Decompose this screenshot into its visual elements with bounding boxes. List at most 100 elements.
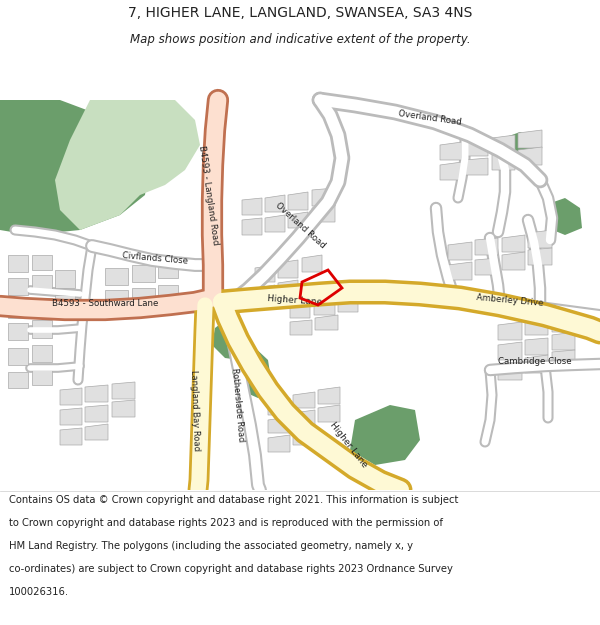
Polygon shape — [440, 162, 462, 180]
Polygon shape — [8, 348, 28, 365]
Polygon shape — [8, 323, 28, 340]
Polygon shape — [32, 320, 52, 338]
Polygon shape — [518, 130, 542, 148]
Polygon shape — [312, 188, 335, 206]
Polygon shape — [288, 212, 308, 228]
Text: HM Land Registry. The polygons (including the associated geometry, namely x, y: HM Land Registry. The polygons (includin… — [9, 541, 413, 551]
Polygon shape — [290, 302, 310, 318]
Polygon shape — [498, 362, 522, 380]
Text: B4593 - Southward Lane: B4593 - Southward Lane — [52, 299, 158, 308]
Polygon shape — [60, 428, 82, 445]
Polygon shape — [0, 100, 150, 235]
Polygon shape — [32, 255, 52, 270]
Polygon shape — [32, 298, 52, 315]
Text: 7, HIGHER LANE, LANGLAND, SWANSEA, SA3 4NS: 7, HIGHER LANE, LANGLAND, SWANSEA, SA3 4… — [128, 6, 472, 19]
Polygon shape — [55, 270, 75, 288]
Polygon shape — [278, 260, 298, 278]
Polygon shape — [278, 280, 298, 298]
Text: Higher Lane: Higher Lane — [267, 294, 323, 306]
Polygon shape — [525, 338, 548, 355]
Polygon shape — [32, 370, 52, 385]
Polygon shape — [290, 320, 312, 335]
Polygon shape — [502, 252, 525, 270]
Text: B4593 - Langland Road: B4593 - Langland Road — [197, 144, 220, 246]
Polygon shape — [85, 405, 108, 422]
Polygon shape — [502, 235, 525, 252]
Text: Langland Bay Road: Langland Bay Road — [189, 369, 201, 451]
Polygon shape — [112, 400, 135, 417]
Polygon shape — [265, 195, 285, 212]
Polygon shape — [255, 285, 275, 302]
Polygon shape — [552, 315, 575, 332]
Polygon shape — [448, 242, 472, 260]
Polygon shape — [552, 350, 575, 368]
Text: to Crown copyright and database rights 2023 and is reproduced with the permissio: to Crown copyright and database rights 2… — [9, 518, 443, 528]
Polygon shape — [465, 138, 488, 156]
Polygon shape — [242, 198, 262, 215]
Polygon shape — [32, 345, 52, 362]
Polygon shape — [212, 318, 250, 360]
Text: Higher Lane: Higher Lane — [328, 421, 368, 469]
Polygon shape — [525, 355, 548, 373]
Polygon shape — [105, 268, 128, 285]
Text: Amberley Drive: Amberley Drive — [476, 292, 544, 308]
Polygon shape — [465, 158, 488, 175]
Polygon shape — [265, 215, 285, 232]
Polygon shape — [8, 300, 28, 318]
Polygon shape — [55, 100, 200, 230]
Polygon shape — [85, 424, 108, 440]
Text: Cambridge Close: Cambridge Close — [498, 357, 572, 366]
Text: Rotherslade Road: Rotherslade Road — [230, 368, 246, 442]
Polygon shape — [475, 258, 498, 275]
Polygon shape — [552, 332, 575, 350]
Polygon shape — [158, 262, 178, 278]
Polygon shape — [32, 275, 52, 292]
Polygon shape — [475, 238, 498, 255]
Polygon shape — [255, 265, 275, 282]
Polygon shape — [528, 248, 552, 265]
Polygon shape — [132, 288, 155, 305]
Polygon shape — [132, 265, 155, 282]
Polygon shape — [338, 295, 358, 312]
Polygon shape — [440, 142, 462, 160]
Polygon shape — [288, 192, 308, 210]
Polygon shape — [492, 135, 515, 153]
Polygon shape — [302, 255, 322, 272]
Polygon shape — [315, 315, 338, 330]
Polygon shape — [492, 153, 515, 170]
Polygon shape — [158, 285, 178, 302]
Polygon shape — [293, 392, 315, 408]
Polygon shape — [293, 410, 315, 427]
Polygon shape — [314, 298, 335, 315]
Polygon shape — [242, 218, 262, 235]
Polygon shape — [112, 382, 135, 399]
Text: Overland Road: Overland Road — [398, 109, 462, 127]
Polygon shape — [268, 435, 290, 452]
Polygon shape — [518, 147, 542, 165]
Polygon shape — [60, 388, 82, 405]
Text: Overland Road: Overland Road — [274, 201, 326, 249]
Text: Contains OS data © Crown copyright and database right 2021. This information is : Contains OS data © Crown copyright and d… — [9, 496, 458, 506]
Polygon shape — [312, 205, 335, 222]
Polygon shape — [60, 408, 82, 425]
Polygon shape — [318, 387, 340, 404]
Text: co-ordinates) are subject to Crown copyright and database rights 2023 Ordnance S: co-ordinates) are subject to Crown copyr… — [9, 564, 453, 574]
Polygon shape — [268, 398, 290, 415]
Polygon shape — [293, 428, 315, 445]
Text: Civflands Close: Civflands Close — [122, 251, 188, 266]
Polygon shape — [318, 405, 340, 422]
Polygon shape — [232, 345, 272, 398]
Polygon shape — [448, 262, 472, 280]
Polygon shape — [498, 342, 522, 360]
Polygon shape — [350, 405, 420, 465]
Text: 100026316.: 100026316. — [9, 588, 69, 598]
Polygon shape — [498, 132, 540, 170]
Polygon shape — [105, 290, 128, 307]
Polygon shape — [525, 318, 548, 335]
Text: Map shows position and indicative extent of the property.: Map shows position and indicative extent… — [130, 32, 470, 46]
Polygon shape — [8, 372, 28, 388]
Polygon shape — [8, 278, 28, 295]
Polygon shape — [498, 322, 522, 340]
Polygon shape — [268, 417, 290, 433]
Polygon shape — [528, 230, 552, 248]
